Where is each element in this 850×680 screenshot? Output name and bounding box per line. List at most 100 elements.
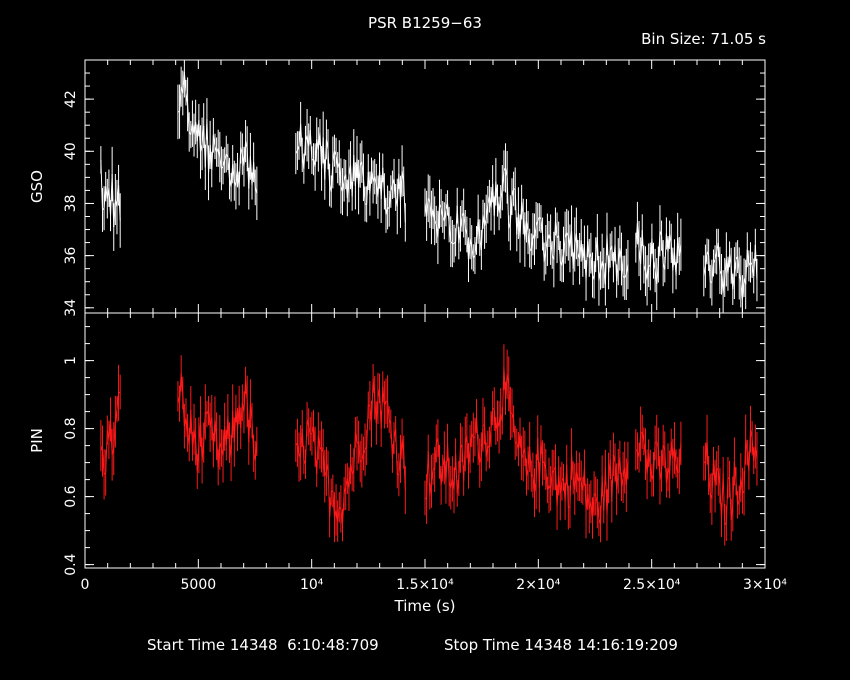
data-point-step [332,150,335,163]
data-point-step [661,445,664,471]
data-point-step [667,234,671,253]
data-point-step [390,423,393,459]
data-point-step [322,137,326,180]
data-point-step [635,223,638,248]
y-tick-label: 40 [63,142,79,160]
data-point-step [611,245,614,268]
data-point-step [369,170,372,194]
data-point-step [505,167,508,178]
data-point-step [249,403,253,421]
data-point-step [585,241,589,281]
data-point-step [118,391,121,394]
data-point-step [727,477,730,480]
data-point-step [427,198,431,203]
x-tick-label: 1.5×10⁴ [396,577,454,593]
data-point-step [703,266,706,276]
data-point-step [714,251,718,260]
data-point-step [353,432,356,471]
data-point-step [387,401,390,420]
data-point-step [321,446,324,453]
data-point-step [196,445,200,472]
data-point-step [396,173,400,207]
data-point-step [399,438,403,459]
data-point-step [337,507,340,522]
data-point-step [304,419,308,465]
data-point-step [543,249,547,262]
data-point-step [201,442,205,461]
data-point-step [519,432,523,458]
data-point-step [530,234,534,252]
data-point-step [477,219,481,238]
data-point-step [377,170,381,198]
data-point-step [566,464,569,508]
data-point-step [212,418,216,451]
data-point-step [563,237,566,255]
data-point-step [379,388,382,429]
data-point-step [429,201,432,218]
data-point-step [595,495,598,504]
data-point-step [495,181,498,201]
data-point-step [327,149,331,186]
data-point-step [359,460,363,463]
data-point-step [729,254,732,266]
data-point-step [716,468,719,471]
stop-time-label: Stop Time 14348 14:16:19:209 [444,636,678,654]
gso-series-segment [177,60,258,221]
data-point-step [525,220,529,233]
data-point-step [727,254,731,274]
data-point-step [453,241,456,245]
data-point-step [561,254,564,266]
data-point-step [488,429,492,448]
data-point-step [733,259,737,274]
data-point-step [730,503,734,520]
data-point-step [358,165,361,188]
data-point-step [382,386,385,405]
data-point-step [712,460,716,487]
data-point-step [434,220,437,225]
data-point-step [558,475,561,494]
data-point-step [380,167,384,200]
data-point-step [617,247,621,262]
data-point-step [711,262,714,283]
data-point-step [332,490,335,518]
data-point-step [398,173,401,202]
data-point-step [469,433,473,450]
data-point-step [217,148,221,158]
data-point-step [246,401,250,443]
data-point-step [296,442,300,458]
data-point-step [180,373,184,394]
data-point-step [388,191,392,209]
data-point-step [608,250,611,273]
gso-series-segment [100,146,121,251]
data-point-step [579,240,582,259]
data-point-step [356,157,360,188]
data-point-step [219,157,222,169]
data-point-step [458,447,461,479]
data-point-step [745,249,748,285]
data-point-step [190,409,193,447]
data-point-step [496,200,500,214]
data-point-step [653,260,656,271]
data-point-step [569,453,573,507]
data-point-step [476,415,479,450]
data-point-step [598,270,602,281]
data-point-step [179,373,182,404]
data-point-step [600,475,603,524]
data-point-step [646,265,650,281]
data-point-step [214,146,218,153]
data-point-step [540,218,544,235]
data-point-step [459,215,463,229]
data-point-step [306,419,310,427]
data-point-step [649,238,653,267]
data-point-step [587,241,590,258]
data-point-step [354,432,358,444]
data-point-step [625,460,629,486]
x-axis-label: Time (s) [394,597,456,615]
data-point-step [245,141,248,149]
data-point-step [538,439,542,488]
y-tick-label: 38 [63,195,79,213]
data-point-step [651,238,655,261]
data-point-step [317,435,321,450]
data-point-step [482,424,485,427]
x-tick-label: 5000 [181,577,217,593]
